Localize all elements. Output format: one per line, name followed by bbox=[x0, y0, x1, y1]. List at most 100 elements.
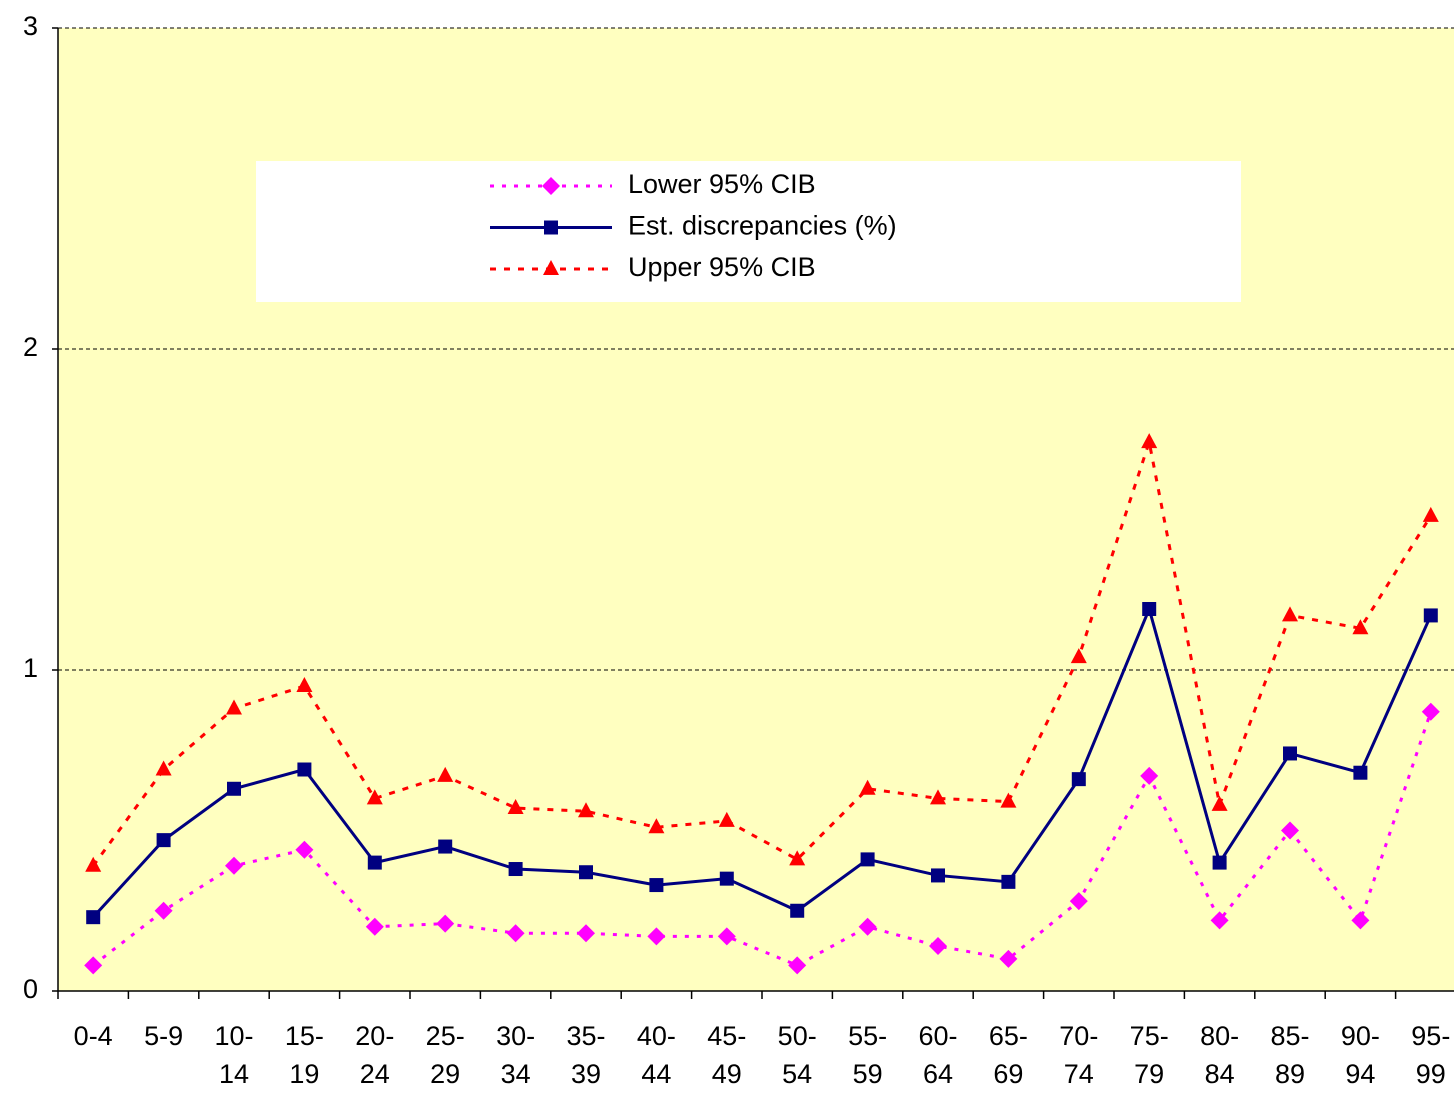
x-tick-label: 40- 44 bbox=[636, 1021, 676, 1089]
series bbox=[84, 702, 1440, 975]
marker bbox=[297, 762, 312, 777]
marker bbox=[543, 260, 559, 275]
marker bbox=[858, 917, 877, 936]
y-tick-label: 3 bbox=[23, 11, 38, 41]
marker bbox=[717, 927, 736, 946]
marker bbox=[225, 856, 243, 875]
marker bbox=[719, 871, 734, 886]
marker bbox=[437, 766, 454, 782]
y-tick-label: 2 bbox=[23, 332, 38, 362]
marker bbox=[1351, 911, 1370, 930]
marker bbox=[436, 914, 455, 933]
x-tick-label: 75- 79 bbox=[1129, 1021, 1169, 1089]
marker bbox=[1142, 602, 1157, 617]
marker bbox=[508, 862, 523, 877]
marker bbox=[1352, 619, 1369, 635]
marker bbox=[155, 760, 172, 776]
legend: Lower 95% CIB Est. discrepancies (%) Upper… bbox=[256, 161, 1241, 302]
marker bbox=[649, 878, 664, 893]
marker bbox=[790, 903, 805, 918]
marker bbox=[788, 956, 807, 975]
x-tick-label: 55- 59 bbox=[848, 1021, 888, 1089]
marker bbox=[1071, 772, 1086, 787]
x-tick-label: 95- 99 bbox=[1411, 1021, 1451, 1089]
marker bbox=[366, 789, 383, 805]
marker bbox=[1423, 608, 1438, 623]
marker bbox=[647, 927, 666, 946]
x-tick-label: 0-4 bbox=[73, 1021, 113, 1051]
marker bbox=[1211, 795, 1228, 811]
marker bbox=[1212, 855, 1227, 870]
marker bbox=[367, 855, 382, 870]
series-line bbox=[91, 436, 1433, 867]
marker bbox=[438, 839, 453, 854]
x-tick-label: 35- 39 bbox=[566, 1021, 606, 1089]
x-tick-label: 65- 69 bbox=[988, 1021, 1028, 1089]
x-tick-label: 85- 89 bbox=[1270, 1021, 1310, 1089]
marker bbox=[156, 833, 171, 848]
marker bbox=[507, 799, 524, 815]
legend-label: Est. discrepancies (%) bbox=[628, 211, 897, 241]
marker bbox=[1282, 606, 1298, 622]
marker bbox=[648, 818, 665, 834]
marker bbox=[578, 802, 594, 818]
marker bbox=[1001, 874, 1016, 889]
marker bbox=[1141, 433, 1158, 449]
x-tick-label: 20- 24 bbox=[355, 1021, 395, 1089]
marker bbox=[929, 937, 947, 956]
marker bbox=[1000, 792, 1017, 808]
marker bbox=[84, 956, 103, 975]
x-tick-label: 15- 19 bbox=[284, 1021, 324, 1089]
x-tick-label: 30- 34 bbox=[496, 1021, 536, 1089]
marker bbox=[1353, 765, 1368, 780]
marker bbox=[577, 924, 595, 943]
series bbox=[86, 602, 1438, 925]
marker bbox=[1210, 911, 1229, 930]
y-tick-label: 1 bbox=[23, 653, 38, 683]
marker bbox=[1070, 648, 1087, 664]
marker bbox=[1069, 892, 1088, 911]
marker bbox=[226, 699, 242, 715]
x-tick-label: 5-9 bbox=[144, 1021, 184, 1051]
series-line bbox=[92, 711, 1433, 967]
marker bbox=[544, 220, 558, 235]
marker bbox=[1421, 702, 1440, 721]
marker bbox=[718, 811, 735, 827]
marker bbox=[227, 781, 241, 796]
y-tick-label: 0 bbox=[23, 974, 38, 1004]
marker bbox=[1281, 821, 1299, 840]
marker bbox=[931, 868, 945, 883]
marker bbox=[296, 677, 313, 693]
marker bbox=[506, 924, 525, 943]
marker bbox=[542, 177, 560, 195]
marker bbox=[789, 850, 806, 866]
marker bbox=[86, 910, 101, 925]
legend-label: Lower 95% CIB bbox=[628, 169, 816, 199]
marker bbox=[1140, 766, 1159, 785]
x-tick-label: 70- 74 bbox=[1059, 1021, 1099, 1089]
legend-label: Upper 95% CIB bbox=[628, 252, 816, 282]
marker bbox=[365, 917, 384, 936]
marker bbox=[860, 852, 875, 867]
x-tick-label: 80- 84 bbox=[1200, 1021, 1240, 1089]
series-line bbox=[92, 604, 1433, 919]
marker bbox=[930, 789, 946, 805]
marker bbox=[1422, 506, 1439, 522]
marker bbox=[999, 949, 1018, 968]
x-tick-label: 50- 54 bbox=[777, 1021, 817, 1089]
x-tick-label: 10- 14 bbox=[214, 1021, 254, 1089]
marker bbox=[154, 901, 173, 920]
x-tick-label: 90- 94 bbox=[1340, 1021, 1380, 1089]
marker bbox=[85, 856, 102, 872]
marker bbox=[579, 865, 593, 880]
series bbox=[85, 433, 1439, 872]
legend-box bbox=[256, 161, 1241, 302]
x-tick-label: 45- 49 bbox=[707, 1021, 747, 1089]
marker bbox=[859, 779, 876, 795]
x-tick-label: 25- 29 bbox=[425, 1021, 465, 1089]
marker bbox=[295, 840, 314, 859]
marker bbox=[1283, 746, 1297, 761]
x-tick-label: 60- 64 bbox=[918, 1021, 958, 1089]
